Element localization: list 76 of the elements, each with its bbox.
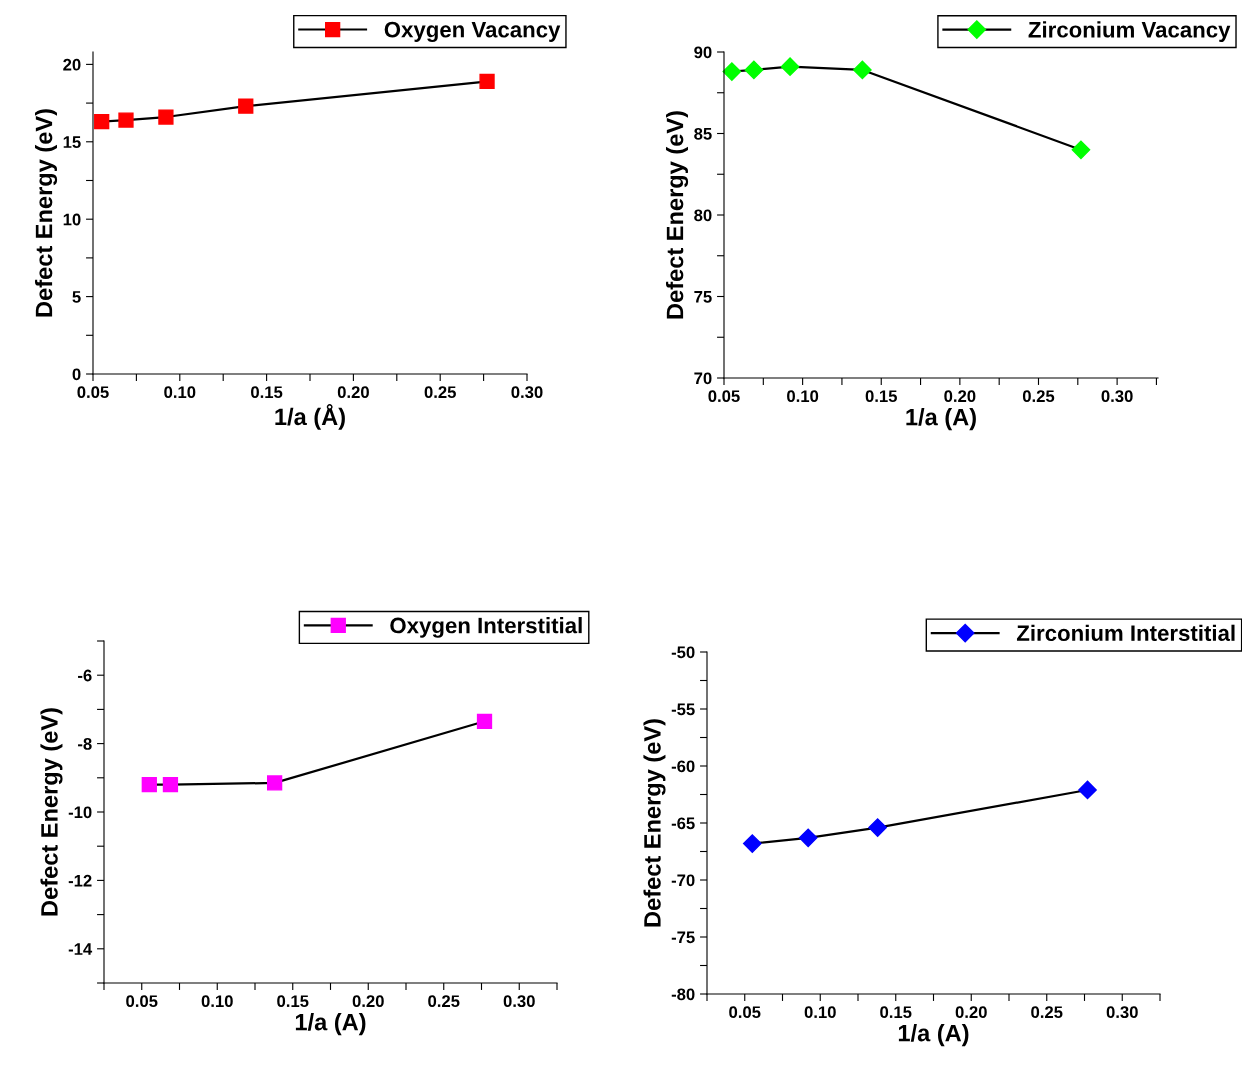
legend-label: Oxygen Interstitial [390,617,582,638]
point [162,777,179,793]
x-tick-label: 0.15 [277,995,309,1008]
point [476,713,493,730]
x-tick-label: 0.30 [1101,390,1133,403]
y-tick-label: -8 [78,738,92,750]
x-tick-label: 0.20 [352,995,384,1008]
y-tick-label: 80 [694,209,712,222]
y-tick-label: 15 [63,136,81,148]
x-axis-title: 1/a (A) [898,1024,969,1047]
point [94,114,110,130]
y-tick-label: 20 [63,58,81,71]
y-axis-title: Defect Energy (eV) [643,719,666,927]
y-tick-label: 5 [72,291,81,303]
y-tick-label: -6 [78,669,92,682]
y-tick-label: 0 [72,368,81,381]
x-tick-label: 0.30 [1106,1006,1138,1019]
y-tick-label: -70 [671,874,695,887]
point [479,73,495,90]
point [868,818,887,837]
x-tick-label: 0.10 [164,386,196,399]
point [1071,140,1091,160]
x-tick-label: 0.05 [708,390,740,403]
y-tick-label: -14 [68,943,93,955]
x-tick-label: 0.30 [511,386,543,399]
y-tick-label: -80 [671,988,695,1001]
y-axis-title: Defect Energy (eV) [34,109,58,317]
x-tick-label: 0.25 [424,386,456,399]
point [1078,780,1097,800]
x-tick-label: 0.25 [1031,1006,1063,1019]
x-axis-title: 1/a (A) [295,1013,366,1036]
y-tick-label: -60 [671,760,695,773]
point [118,112,134,128]
x-tick-label: 0.20 [955,1006,987,1019]
x-tick-label: 0.05 [729,1006,761,1019]
y-tick-label: -55 [671,703,695,716]
y-tick-label: -65 [671,817,695,830]
point [266,775,283,791]
point [744,60,764,80]
y-tick-label: 90 [694,46,712,59]
y-tick-label: -75 [671,931,695,944]
point [141,777,157,793]
point [780,57,800,77]
point [722,62,742,81]
x-tick-label: 0.10 [787,390,819,403]
x-tick-label: 0.15 [880,1006,912,1019]
y-tick-label: 10 [63,213,81,226]
x-tick-label: 0.05 [126,995,158,1008]
y-tick-label: -12 [68,874,92,887]
x-tick-label: 0.30 [503,995,535,1008]
y-tick-label: 70 [694,372,712,385]
point [742,834,762,853]
y-axis-title: Defect Energy (eV) [665,111,689,319]
x-tick-label: 0.25 [1022,390,1055,403]
x-axis-title: 1/a (A) [906,408,976,431]
x-tick-label: 0.10 [804,1006,836,1019]
x-tick-label: 0.15 [865,390,897,403]
x-axis-title: 1/a (Å) [275,404,345,430]
x-tick-label: 0.20 [944,390,976,403]
y-tick-label: -10 [68,806,92,819]
y-axis-title: Defect Energy (eV) [40,708,63,916]
y-tick-label: 85 [694,127,712,140]
x-tick-label: 0.15 [251,386,283,399]
x-tick-label: 0.20 [337,386,369,399]
x-tick-label: 0.25 [428,995,460,1008]
point [853,60,872,80]
point [238,98,254,114]
x-tick-label: 0.10 [201,995,233,1008]
legend-label: Zirconium Vacancy [1028,21,1231,42]
x-tick-label: 0.05 [77,386,109,399]
y-tick-label: 75 [694,291,712,303]
legend-label: Zirconium Interstitial [1016,624,1235,642]
point [158,109,174,125]
y-tick-label: -50 [671,646,695,659]
point [798,828,818,848]
legend-label: Oxygen Vacancy [384,21,561,42]
